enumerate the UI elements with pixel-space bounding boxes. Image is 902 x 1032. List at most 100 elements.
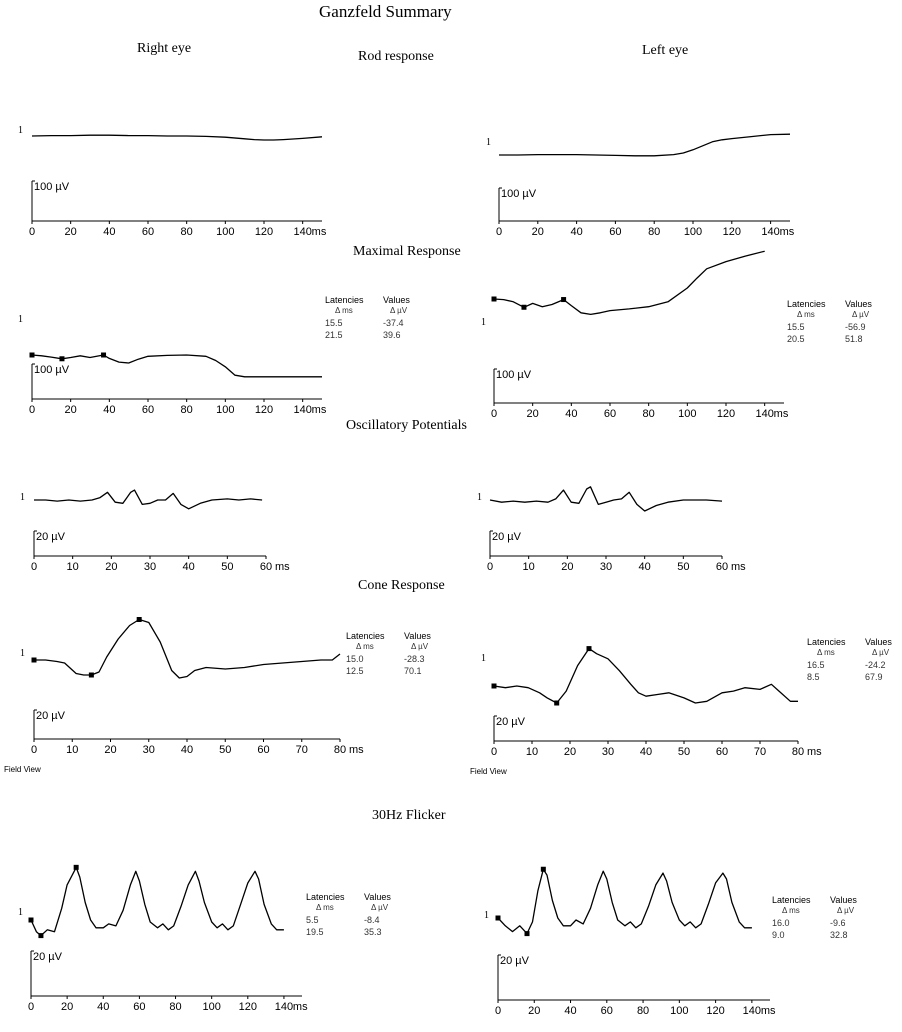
cursor-marker (554, 700, 560, 706)
latency-unit: Δ ms (817, 648, 835, 657)
x-tick-label: 50 (219, 744, 231, 756)
x-tick-label: 20 (104, 744, 116, 756)
scale-bar-label: 20 µV (492, 531, 522, 543)
x-tick-label: 30 (144, 561, 156, 573)
trace-number-label: 1 (481, 653, 486, 664)
x-tick-label: 20 (61, 1001, 73, 1013)
values-header: Values (383, 295, 410, 305)
plot-flicker-left: 0 20 40 60 80 100 120 140 ms 20 µV 1 (484, 866, 776, 1017)
x-tick-label: 0 (31, 744, 37, 756)
x-tick-label: 40 (639, 561, 651, 573)
plot-cone-left: 0 10 20 30 40 50 60 70 80 ms 20 µV 1 (481, 646, 822, 758)
latencies-header: Latencies (306, 892, 345, 902)
x-tick-label: 20 (528, 1005, 540, 1017)
latencies-header: Latencies (807, 637, 846, 647)
x-tick-label: 120 (239, 1001, 257, 1013)
x-tick-label: 60 (142, 226, 154, 238)
x-tick-label: 10 (526, 746, 538, 758)
cursor-marker (101, 352, 107, 358)
page-title: Ganzfeld Summary (319, 2, 452, 21)
values-header: Values (364, 892, 391, 902)
field-view-label-right: Field View (4, 765, 41, 774)
x-tick-label: 100 (678, 408, 696, 420)
section-title-flicker: 30Hz Flicker (372, 808, 446, 823)
x-tick-label: 40 (570, 226, 582, 238)
x-tick-label: 80 (181, 226, 193, 238)
x-tick-label: 100 (202, 1001, 220, 1013)
x-tick-label: 0 (29, 404, 35, 416)
waveform-trace (31, 354, 322, 378)
x-tick-label: 20 (65, 226, 77, 238)
cursor-marker (38, 933, 44, 939)
right-eye-label: Right eye (137, 41, 192, 56)
scale-bar-label: 20 µV (36, 531, 66, 543)
plot-rod-left: 0 20 40 60 80 100 120 140 ms 100 µV 1 (486, 133, 795, 238)
x-tick-label: 40 (564, 1005, 576, 1017)
cursor-marker (540, 866, 546, 872)
value-unit: Δ µV (852, 310, 870, 319)
value-1: -8.4 (364, 915, 380, 925)
values-header: Values (404, 631, 431, 641)
waveform-trace (34, 618, 341, 679)
latency-2: 20.5 (787, 334, 805, 344)
x-unit-label: ms (275, 561, 290, 573)
value-1: -56.9 (845, 322, 866, 332)
waveform-trace (493, 647, 798, 704)
value-1: -28.3 (404, 654, 425, 664)
latency-2: 9.0 (772, 930, 785, 940)
section-title-cone: Cone Response (358, 578, 445, 593)
x-tick-label: 0 (28, 1001, 34, 1013)
latency-1: 15.5 (325, 318, 343, 328)
x-tick-label: 10 (67, 561, 79, 573)
latencies-header: Latencies (346, 631, 385, 641)
trace-number-label: 1 (20, 648, 25, 659)
waveform-trace (499, 133, 791, 157)
cursor-marker (136, 617, 142, 622)
latencies-header: Latencies (787, 299, 826, 309)
x-tick-label: 0 (491, 746, 497, 758)
trace-number-label: 1 (486, 137, 491, 148)
x-tick-label: 60 (716, 561, 728, 573)
x-tick-label: 80 (643, 408, 655, 420)
x-unit-label: ms (774, 408, 789, 420)
latency-1: 15.0 (346, 654, 364, 664)
trace-number-label: 1 (20, 492, 25, 503)
latency-unit: Δ ms (316, 903, 334, 912)
x-tick-label: 140 (293, 404, 311, 416)
x-tick-label: 60 (133, 1001, 145, 1013)
plot-cone-right: 0 10 20 30 40 50 60 70 80 ms 20 µV 1 (20, 617, 364, 756)
plot-rod-right: 0 20 40 60 80 100 120 140 ms 100 µV 1 (18, 125, 327, 238)
x-tick-label: 80 (637, 1005, 649, 1017)
x-tick-label: 10 (66, 744, 78, 756)
x-tick-label: 140 (743, 1005, 761, 1017)
x-tick-label: 20 (564, 746, 576, 758)
x-tick-label: 30 (600, 561, 612, 573)
x-tick-label: 140 (275, 1001, 293, 1013)
x-tick-label: 70 (754, 746, 766, 758)
cursor-marker (29, 352, 35, 358)
value-1: -24.2 (865, 660, 886, 670)
waveform-trace (31, 134, 323, 141)
x-tick-label: 140 (755, 408, 773, 420)
cursor-marker (491, 683, 497, 689)
x-tick-label: 0 (491, 408, 497, 420)
value-2: 70.1 (404, 666, 422, 676)
x-unit-label: ms (349, 744, 364, 756)
section-title-ops: Oscillatory Potentials (346, 418, 467, 433)
latency-unit: Δ ms (356, 642, 374, 651)
latency-2: 21.5 (325, 330, 343, 340)
latency-1: 16.5 (807, 660, 825, 670)
values-header: Values (865, 637, 892, 647)
value-unit: Δ µV (371, 903, 389, 912)
x-unit-label: ms (807, 746, 822, 758)
x-tick-label: 50 (221, 561, 233, 573)
x-tick-label: 40 (181, 744, 193, 756)
scale-bar-label: 100 µV (34, 181, 70, 193)
x-tick-label: 20 (561, 561, 573, 573)
cursor-marker (586, 646, 592, 652)
x-tick-label: 80 (169, 1001, 181, 1013)
latency-1: 16.0 (772, 918, 790, 928)
x-tick-label: 0 (31, 561, 37, 573)
x-tick-label: 0 (495, 1005, 501, 1017)
